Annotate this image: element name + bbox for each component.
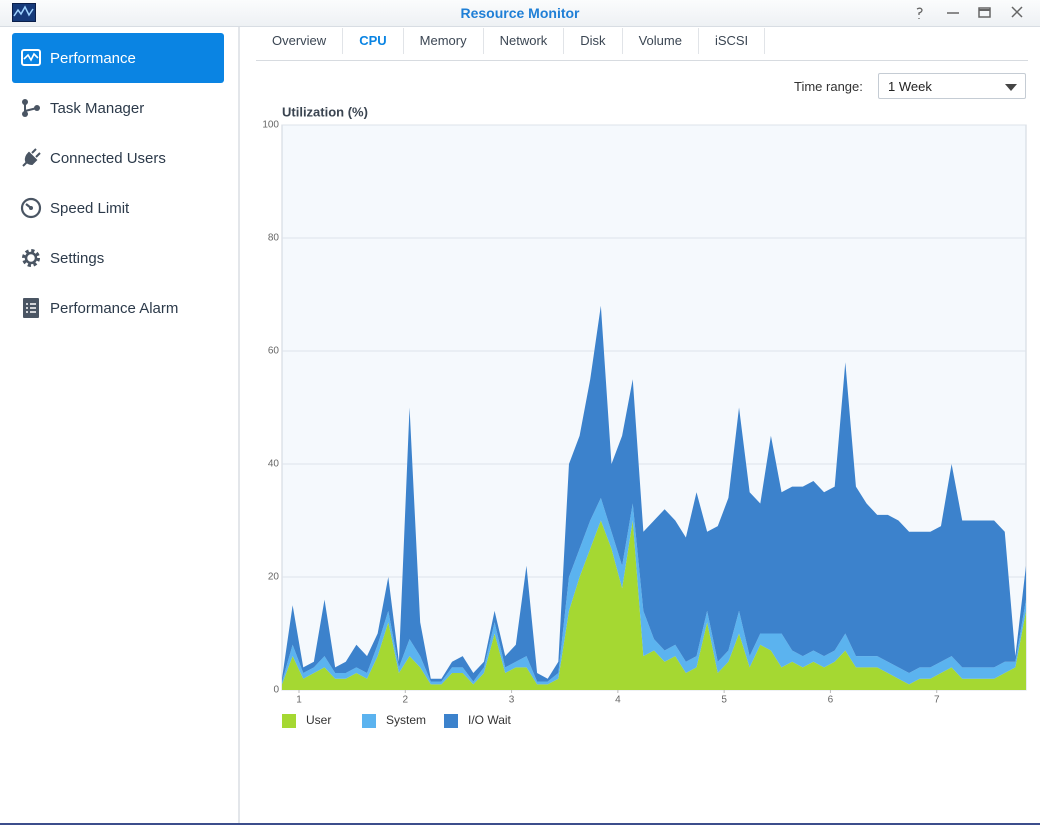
tab[interactable]: iSCSI	[699, 28, 766, 54]
label: Speed Limit	[50, 199, 130, 217]
legend-swatch	[362, 714, 376, 728]
x-tick-label: 4	[615, 695, 621, 706]
nav-performance[interactable]: Performance	[12, 33, 224, 83]
x-tick-label: 6	[828, 695, 834, 706]
area	[282, 497, 1026, 685]
chart-title: Utilization (%)	[282, 104, 368, 119]
window-border	[0, 823, 1040, 825]
nav-performance-alarm[interactable]: Performance Alarm	[12, 283, 224, 333]
nav-speed-limit[interactable]: Speed Limit	[12, 183, 224, 233]
window-title: Resource Monitor	[460, 5, 580, 21]
x-tick-label: 1	[296, 695, 302, 706]
tab[interactable]: Overview	[256, 28, 344, 54]
x-tick-label: 5	[721, 695, 727, 706]
time-range-label: Time range:	[794, 79, 863, 94]
select-value: 1 Week	[888, 79, 932, 94]
legend-label: User	[306, 713, 331, 727]
legend-label: I/O Wait	[468, 713, 512, 727]
y-tick-label: 40	[268, 459, 280, 470]
legend-swatch	[282, 714, 296, 728]
nav-settings[interactable]: Settings	[12, 233, 224, 283]
title-bar: Resource Monitor	[0, 0, 1040, 27]
icon	[22, 99, 40, 117]
icon	[20, 197, 42, 219]
area	[282, 305, 1026, 682]
icon	[22, 148, 41, 167]
label: Performance Alarm	[50, 299, 179, 317]
x-tick-label: 2	[403, 695, 409, 706]
label: Performance	[50, 49, 136, 67]
chart: Utilization (%) 0 20 40 60 80 100 1 2 3 4 5 6 7 User S…	[262, 104, 1027, 728]
icon	[23, 298, 39, 318]
dropdown-arrow	[1005, 84, 1017, 91]
label: Task Manager	[50, 99, 145, 117]
sidebar: Performance Task Manager Connected Users…	[0, 27, 240, 825]
tab[interactable]: Network	[484, 28, 565, 54]
tab[interactable]: CPU	[343, 28, 404, 54]
y-tick-label: 60	[268, 346, 280, 357]
time-range-select[interactable]: 1 Week	[878, 73, 1026, 99]
tab-bar: Overview CPU Memory Network Disk Volume iSCSI	[256, 28, 1028, 61]
y-tick-label: 100	[262, 120, 279, 131]
window-controls[interactable]	[910, 5, 1030, 21]
tab[interactable]: Memory	[404, 28, 484, 54]
y-tick-label: 0	[273, 685, 279, 696]
icon	[21, 49, 41, 66]
app-icon	[12, 3, 36, 22]
icon	[22, 249, 40, 267]
label: Settings	[50, 249, 105, 267]
y-tick-label: 80	[268, 233, 280, 244]
x-tick-label: 7	[934, 695, 940, 706]
tab[interactable]: Disk	[564, 28, 623, 54]
x-tick-label: 3	[509, 695, 515, 706]
nav-task-manager[interactable]: Task Manager	[12, 83, 224, 133]
tab[interactable]: Volume	[623, 28, 699, 54]
y-tick-label: 20	[268, 572, 280, 583]
nav-connected-users[interactable]: Connected Users	[12, 133, 224, 183]
legend-label: System	[386, 713, 426, 727]
label: Connected Users	[50, 149, 166, 167]
legend-swatch	[444, 714, 458, 728]
